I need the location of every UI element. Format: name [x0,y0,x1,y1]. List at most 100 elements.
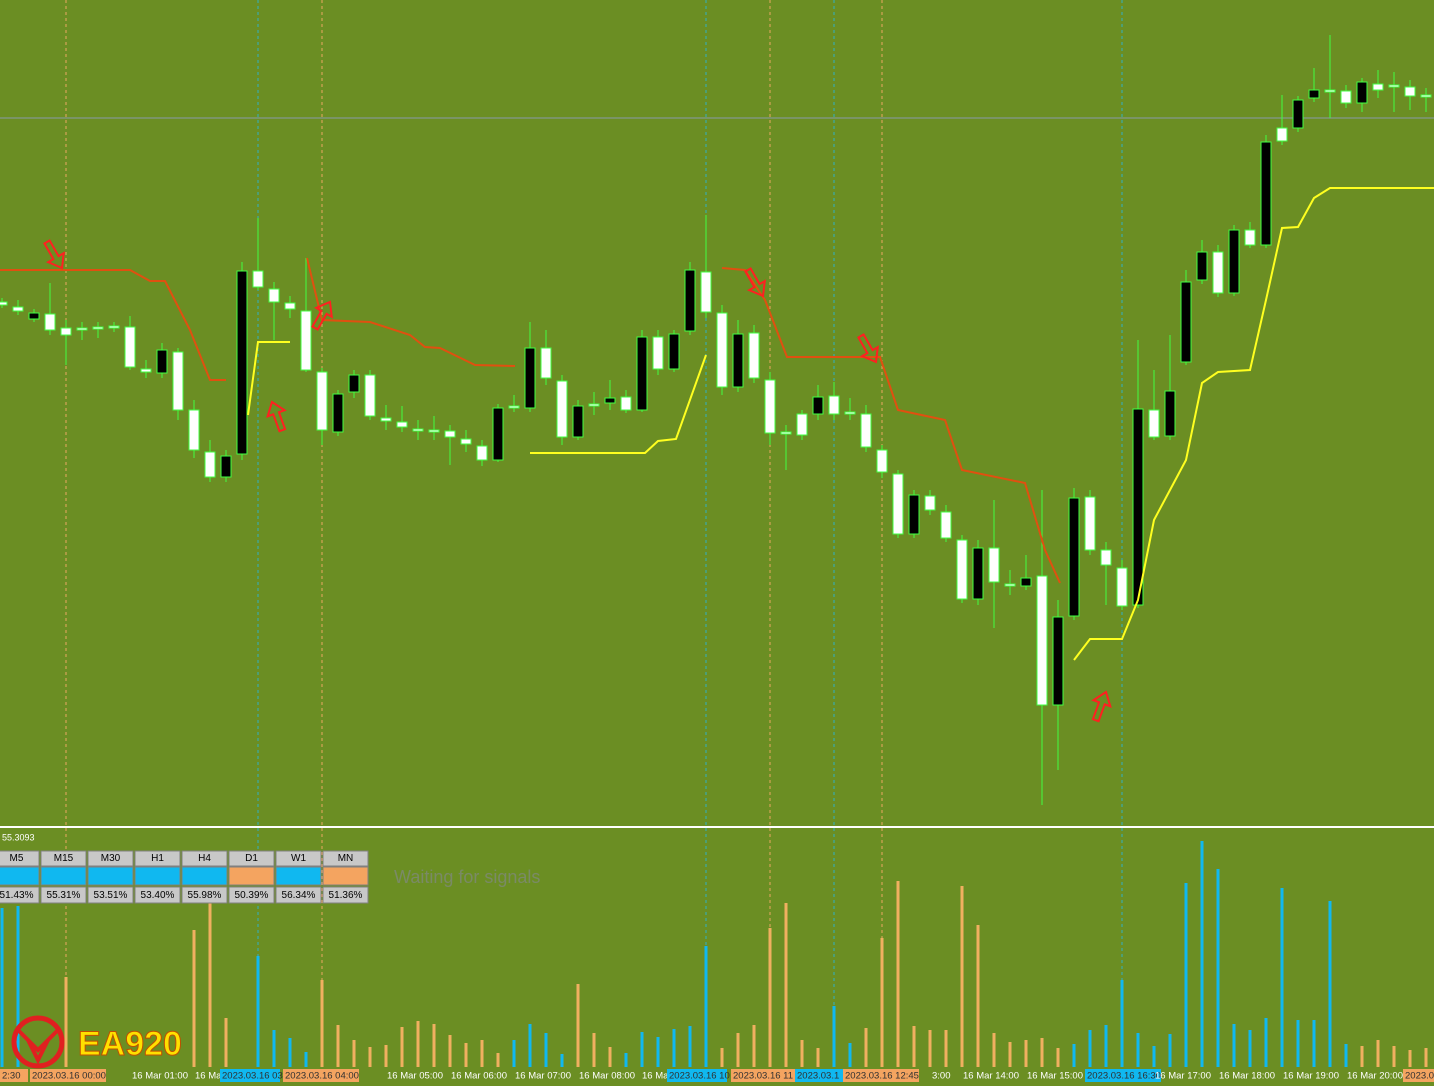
volume-bar [640,1032,644,1067]
timeframe-header-cell [275,850,322,867]
timeframe-value-cell [40,886,87,904]
candle-body [956,539,968,600]
time-label-highlight [283,1069,359,1082]
timeframe-value-cell [322,886,369,904]
candle-body [92,326,104,330]
timeframe-header: D1 [245,853,258,864]
candle-body [524,347,536,409]
volume-bar [304,1052,308,1067]
candle-body [860,413,872,448]
volume-bar [1264,1018,1268,1067]
timeframe-value: 55.31% [47,890,81,901]
time-label: 2:30 [2,1071,21,1082]
volume-bar [1424,1048,1428,1067]
volume-bar [576,984,580,1067]
candle-body [1260,141,1272,246]
candle-body [1004,583,1016,587]
volume-bar [784,903,788,1067]
volume-bar [624,1053,628,1067]
candle-body [924,495,936,511]
volume-bar [1152,1046,1156,1067]
logo: EA920 [11,1015,182,1069]
volume-bar [1248,1030,1252,1067]
timeframe-header-cell [134,850,181,867]
support-line [247,341,290,416]
time-label: 16 Ma [195,1071,222,1082]
time-label-highlight [795,1069,843,1082]
volume-bar [928,1030,932,1067]
candle-body [508,405,520,409]
timeframe-value-cell [181,886,228,904]
candle-body [492,407,504,461]
candle-body [572,405,584,438]
timeframe-value: 56.34% [282,890,316,901]
volume-bar [272,1030,276,1067]
candle-body [732,333,744,388]
timeframe-signal-cell [322,866,369,886]
volume-bar [912,1026,916,1067]
volume-bar [1344,1044,1348,1067]
volume-bar [256,956,260,1067]
candle-body [844,411,856,415]
volume-bar [1168,1034,1172,1067]
time-label: 2023.03.16 10 [669,1071,730,1082]
candle-body [620,396,632,411]
timeframe-header: W1 [291,853,306,864]
volume-bar [1200,841,1204,1067]
volume-bar [848,1043,852,1067]
candle-body [668,333,680,370]
volume-bar [1328,901,1332,1067]
candle-body [1052,616,1064,706]
time-label-highlight [843,1069,919,1082]
volume-bar [1040,1038,1044,1067]
volume-bar [656,1037,660,1067]
candle-body [60,327,72,336]
candle-body [268,288,280,303]
time-label-highlight [30,1069,106,1082]
time-label: 2023.03.16 16:30 [1087,1071,1161,1082]
timeframe-value-cell [87,886,134,904]
volume-bar [992,1033,996,1067]
volume-bar [672,1029,676,1067]
volume-bar [560,1054,564,1067]
volume-bar [1408,1050,1412,1067]
signal-arrow [43,239,66,270]
candle-body [1372,83,1384,91]
volume-bar [1376,1040,1380,1067]
candle-body [476,445,488,461]
volume-bar [352,1040,356,1067]
volume-bar [1216,869,1220,1067]
volume-bar [944,1030,948,1067]
volume-bar [544,1033,548,1067]
timeframe-value: 51.36% [329,890,363,901]
candle-body [780,431,792,435]
volume-bar [64,977,68,1067]
resistance-line [721,267,1061,584]
time-label: 2023.03.16 04:00 [285,1071,359,1082]
time-label: 16 Mar 15:00 [1027,1071,1083,1082]
candle-body [604,397,616,404]
candle-body [140,368,152,373]
candle-body [108,325,120,329]
candle-body [460,438,472,445]
timeframe-header-cell [40,850,87,867]
candle-body [316,371,328,431]
volume-bar [208,903,212,1067]
time-label: 3:00 [932,1071,951,1082]
candle-body [1324,89,1336,93]
volume-bar [752,1025,756,1067]
timeframe-header-cell [322,850,369,867]
candle-body [940,511,952,539]
signal-arrow [744,267,767,298]
candle-body [540,347,552,379]
time-label: 2023.03.1 [797,1071,839,1082]
volume-bar [1104,1025,1108,1067]
volume-bar [1056,1048,1060,1067]
volume-bar [400,1027,404,1067]
candle-body [428,429,440,433]
volume-bar [1136,1033,1140,1067]
volume-bar [0,908,4,1067]
volume-bar [896,881,900,1067]
volume-bar [720,1048,724,1067]
volume-bar [1120,980,1124,1067]
